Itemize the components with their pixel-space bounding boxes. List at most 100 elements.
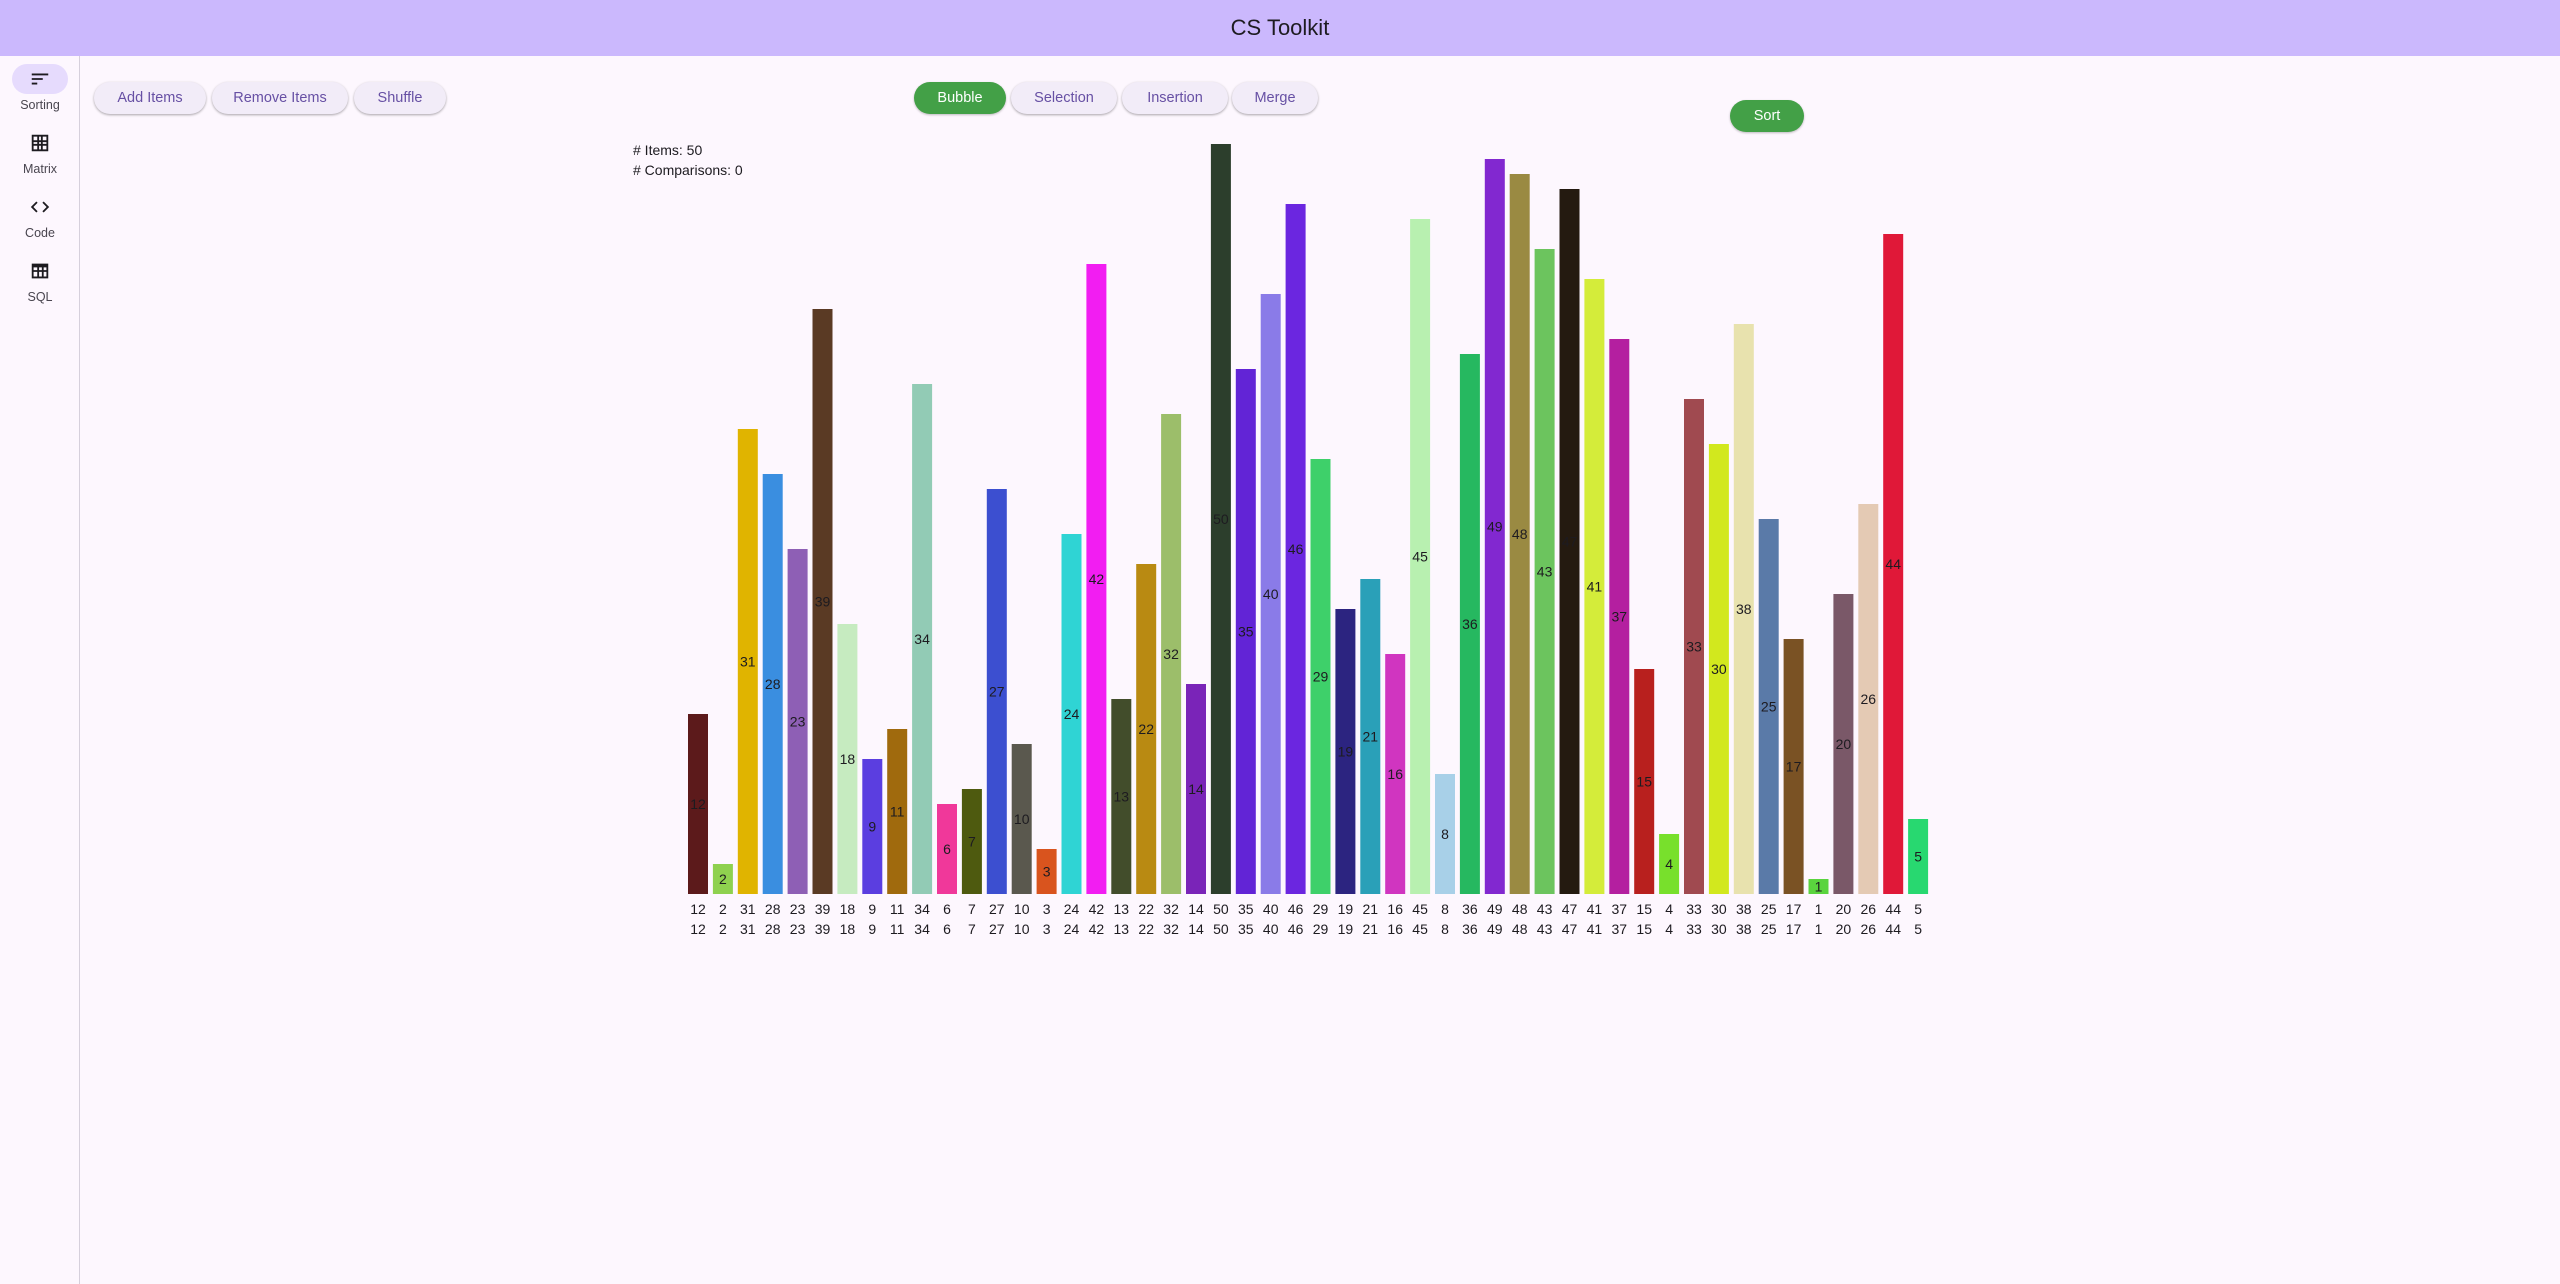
bar-13 (1011, 744, 1032, 894)
rail-item-code[interactable]: Code (0, 192, 80, 248)
bar-24 (1285, 204, 1306, 894)
tick-label-secondary: 48 (1512, 921, 1528, 937)
tick-label-secondary: 21 (1363, 921, 1379, 937)
tick-label: 49 (1487, 901, 1503, 917)
bar-value-label: 49 (1487, 519, 1503, 535)
tick-label-secondary: 23 (790, 921, 806, 937)
tick-label: 38 (1736, 901, 1752, 917)
bar-value-label: 20 (1836, 736, 1852, 752)
tick-label-secondary: 37 (1612, 921, 1628, 937)
tick-label-secondary: 10 (1014, 921, 1030, 937)
bar-value-label: 3 (1043, 864, 1051, 880)
tick-label: 43 (1537, 901, 1553, 917)
bar-value-label: 46 (1288, 541, 1304, 557)
tick-label-secondary: 36 (1462, 921, 1478, 937)
bar-value-label: 37 (1612, 609, 1628, 625)
tick-label-secondary: 18 (840, 921, 856, 937)
algorithm-bubble-button[interactable]: Bubble (914, 82, 1006, 114)
bar-26 (1335, 609, 1356, 894)
bar-value-label: 25 (1761, 699, 1777, 715)
bar-value-label: 19 (1338, 744, 1354, 760)
tick-label-secondary: 20 (1836, 921, 1852, 937)
bar-7 (862, 759, 883, 894)
algorithm-selection-button[interactable]: Selection (1011, 82, 1117, 114)
app-title: CS Toolkit (1230, 15, 1330, 40)
algorithm-merge-button[interactable]: Merge (1232, 82, 1318, 114)
bar-36 (1584, 279, 1605, 894)
tick-label: 13 (1114, 901, 1130, 917)
bar-value-label: 9 (868, 819, 876, 835)
rail-item-matrix[interactable]: Matrix (0, 128, 80, 184)
tick-label-secondary: 8 (1441, 921, 1449, 937)
tick-label: 20 (1836, 901, 1852, 917)
tick-label: 15 (1636, 901, 1652, 917)
tick-label-secondary: 28 (765, 921, 781, 937)
tick-label: 27 (989, 901, 1005, 917)
bar-4 (787, 549, 808, 894)
tick-label-secondary: 31 (740, 921, 756, 937)
tick-label: 37 (1612, 901, 1628, 917)
bar-45 (1808, 879, 1829, 894)
tick-label: 16 (1387, 901, 1403, 917)
rail-item-sql[interactable]: SQL (0, 256, 80, 312)
tick-label: 23 (790, 901, 806, 917)
sort-icon (12, 64, 68, 94)
bar-value-label: 34 (914, 631, 930, 647)
shuffle-button[interactable]: Shuffle (354, 82, 446, 114)
bar-value-label: 26 (1861, 691, 1877, 707)
tick-label-secondary: 27 (989, 921, 1005, 937)
bar-value-label: 23 (790, 714, 806, 730)
bar-33 (1509, 174, 1530, 894)
sort-button[interactable]: Sort (1730, 100, 1804, 132)
bar-2 (737, 429, 758, 894)
tick-label: 39 (815, 901, 831, 917)
bar-49 (1908, 819, 1929, 894)
remove-items-button[interactable]: Remove Items (212, 82, 348, 114)
tick-label: 28 (765, 901, 781, 917)
bar-31 (1459, 354, 1480, 894)
bar-9 (912, 384, 933, 894)
tick-label: 18 (840, 901, 856, 917)
tick-label-secondary: 9 (868, 921, 876, 937)
rail-item-sorting[interactable]: Sorting (0, 64, 80, 120)
bar-11 (961, 789, 982, 894)
tick-label-secondary: 6 (943, 921, 951, 937)
add-items-button[interactable]: Add Items (94, 82, 206, 114)
tick-label-secondary: 22 (1138, 921, 1154, 937)
bar-value-label: 14 (1188, 781, 1204, 797)
tick-label-secondary: 4 (1665, 921, 1673, 937)
tick-label: 4 (1665, 901, 1673, 917)
bar-5 (812, 309, 833, 894)
tick-label-secondary: 46 (1288, 921, 1304, 937)
tick-label: 2 (719, 901, 727, 917)
tick-label-secondary: 45 (1412, 921, 1428, 937)
bar-value-label: 50 (1213, 511, 1229, 527)
tick-label: 19 (1338, 901, 1354, 917)
tick-label-secondary: 5 (1914, 921, 1922, 937)
algorithm-insertion-button[interactable]: Insertion (1122, 82, 1228, 114)
bar-12 (986, 489, 1007, 894)
tick-label-secondary: 49 (1487, 921, 1503, 937)
bar-30 (1435, 774, 1455, 894)
tick-label: 30 (1711, 901, 1727, 917)
tick-label: 40 (1263, 901, 1279, 917)
bar-20 (1186, 684, 1206, 894)
tick-label-secondary: 14 (1188, 921, 1204, 937)
tick-label: 9 (868, 901, 876, 917)
bar-41 (1708, 444, 1729, 894)
tick-label: 35 (1238, 901, 1254, 917)
tick-label: 8 (1441, 901, 1449, 917)
tick-label: 29 (1313, 901, 1329, 917)
app-bar: CS Toolkit (0, 0, 2560, 56)
tick-label: 17 (1786, 901, 1802, 917)
bar-value-label: 15 (1636, 774, 1652, 790)
tick-label: 36 (1462, 901, 1478, 917)
bar-value-label: 27 (989, 684, 1005, 700)
bar-15 (1061, 534, 1082, 894)
code-icon (12, 192, 68, 222)
bar-value-label: 29 (1313, 669, 1329, 685)
table-icon (12, 256, 68, 286)
bar-value-label: 6 (943, 841, 951, 857)
tick-label-secondary: 25 (1761, 921, 1777, 937)
